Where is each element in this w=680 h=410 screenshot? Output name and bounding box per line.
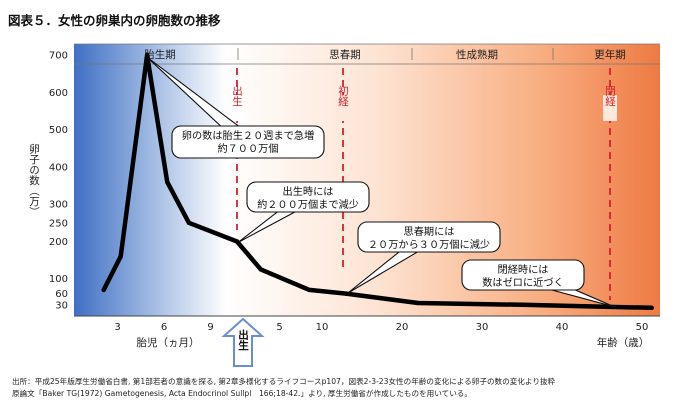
annotation-text-1-0: 出生時には [283,185,334,198]
x-tick-age-20: 20 [396,322,409,333]
annotation-text-0-0: 卵の数は胎生２０週まで急増 [182,129,314,142]
data-point-0 [101,287,106,293]
data-point-7 [307,287,312,293]
period-label-1: 思春期 [329,49,361,61]
annotation-text-0-1: 約７００万個 [217,142,278,155]
data-point-3 [165,179,170,185]
y-tick-label-30: 30 [55,300,68,311]
event-label-bg-2 [603,95,617,121]
event-label-bg-0 [230,95,244,121]
y-axis-label: 卵子の数（万） [28,143,40,217]
data-point-5 [234,239,240,244]
source-line-2: 原論文「Baker TG(1972) Gametogenesis, Acta E… [12,389,472,398]
y-tick-label-300: 300 [49,200,68,211]
birth-arrow-label: 出生 [237,329,249,351]
annotation-text-1-1: 約２００万個まで減少 [257,198,359,211]
figure-title: 図表５．女性の卵巣内の卵胞数の推移 [8,13,221,28]
y-tick-label-500: 500 [49,125,68,136]
source-line-1: 出所：平成25年版厚生労働省白書, 第1部若者の意識を探る, 第2章多様化するラ… [12,377,556,386]
annotation-text-2-1: ２０万から３０万個に減少 [368,238,490,251]
x-tick-fetal-9: 9 [207,322,213,333]
x-axis-label-fetal: 胎児（ヵ月） [137,336,200,349]
x-tick-age-5: 5 [276,322,282,333]
annotation-text-2-0: 思春期には [404,226,455,238]
annotation-fill-1 [248,183,368,211]
period-label-0: 胎生期 [144,48,176,61]
x-tick-fetal-6: 6 [161,322,167,333]
follicle-count-chart: 胎生期 思春期 性成熟期 更年期 出生 初経 閉経 卵の数は胎生２０週まで急増約７００万個… [28,43,660,367]
data-point-4 [186,220,192,226]
y-tick-label-250: 250 [49,218,68,229]
data-point-6 [258,267,263,272]
event-label-bg-1 [336,95,350,121]
y-tick-label-400: 400 [49,162,68,173]
data-point-11 [649,305,654,311]
event-label-1: 初経 [337,85,349,107]
y-tick-label-700: 700 [49,51,68,62]
event-label-0: 出生 [231,85,243,107]
period-label-3: 更年期 [594,48,626,61]
y-tick-label-600: 600 [49,88,68,99]
data-point-2 [144,52,150,58]
birth-arrow-shape [221,317,265,367]
y-tick-label-200: 200 [49,237,68,248]
follicle-count-line [101,52,654,311]
source-note: 出所：平成25年版厚生労働省白書, 第1部若者の意識を探る, 第2章多様化するラ… [12,376,555,400]
annotation-text-3-0: 閉経時には [498,263,549,276]
period-label-2: 性成熟期 [456,48,498,61]
event-label-2: 閉経 [604,86,616,107]
y-tick-label-60: 60 [55,289,68,300]
birth-arrow: 出生 [221,317,265,367]
data-point-1 [118,254,123,259]
data-point-8 [343,291,349,296]
x-tick-fetal-3: 3 [114,322,120,333]
x-tick-age-30: 30 [476,322,489,333]
annotation-fill-3 [463,261,583,289]
x-tick-age-40: 40 [556,322,569,333]
annotation-fill-0 [173,127,323,157]
x-axis-label-age: 年齢（歳） [597,336,650,349]
annotation-fill-2 [359,223,499,251]
annotation-text-3-1: 数はゼロに近づく [482,276,564,289]
data-point-10 [519,302,525,308]
data-point-9 [415,300,421,306]
y-tick-label-100: 100 [49,274,68,285]
x-tick-age-10: 10 [316,322,329,333]
x-tick-age-50: 50 [636,322,649,333]
